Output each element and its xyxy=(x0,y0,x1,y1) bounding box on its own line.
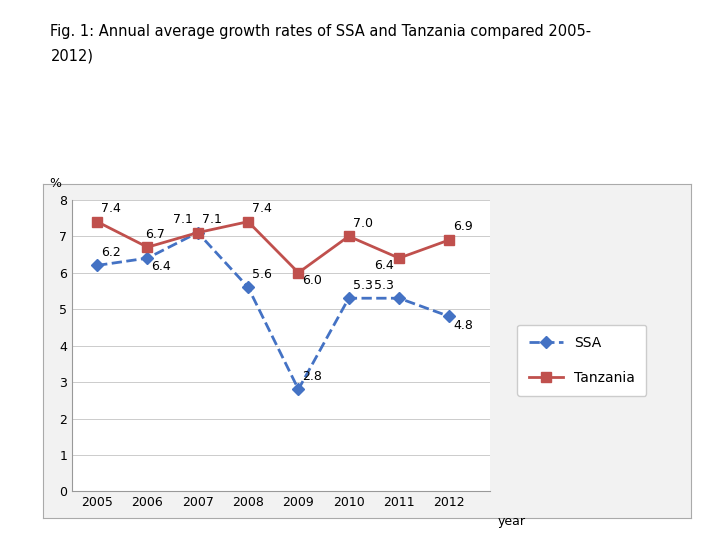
Text: 6.0: 6.0 xyxy=(302,274,323,287)
Text: 2.8: 2.8 xyxy=(302,370,323,383)
Text: 6.9: 6.9 xyxy=(454,220,473,233)
SSA xyxy=(445,313,454,320)
Text: year: year xyxy=(498,515,526,528)
Text: 7.1: 7.1 xyxy=(173,213,192,226)
SSA xyxy=(143,255,152,261)
SSA xyxy=(244,284,253,291)
Text: 6.4: 6.4 xyxy=(374,259,394,272)
Text: 7.1: 7.1 xyxy=(202,213,222,226)
Tanzania xyxy=(143,244,152,251)
Text: Fig. 1: Annual average growth rates of SSA and Tanzania compared 2005-: Fig. 1: Annual average growth rates of S… xyxy=(50,24,592,39)
SSA xyxy=(93,262,102,269)
Text: 4.8: 4.8 xyxy=(454,319,473,332)
Text: 5.3: 5.3 xyxy=(353,279,373,292)
Line: Tanzania: Tanzania xyxy=(92,217,454,278)
Text: 2012): 2012) xyxy=(50,49,94,64)
Text: 6.4: 6.4 xyxy=(151,260,171,273)
Tanzania xyxy=(93,218,102,225)
Tanzania xyxy=(294,269,302,276)
SSA xyxy=(395,295,403,301)
Legend: SSA, Tanzania: SSA, Tanzania xyxy=(518,325,647,396)
Tanzania xyxy=(194,230,202,236)
SSA xyxy=(194,230,202,236)
Text: 5.3: 5.3 xyxy=(374,279,394,292)
Tanzania xyxy=(395,255,403,261)
Text: 6.2: 6.2 xyxy=(102,246,121,259)
Tanzania xyxy=(244,218,253,225)
Text: 5.6: 5.6 xyxy=(252,268,272,281)
Text: 7.0: 7.0 xyxy=(353,217,373,230)
Text: 7.4: 7.4 xyxy=(252,202,272,215)
Line: SSA: SSA xyxy=(93,228,454,394)
SSA xyxy=(294,386,302,393)
Text: %: % xyxy=(49,177,61,190)
Text: 6.7: 6.7 xyxy=(145,228,165,241)
Text: 7.4: 7.4 xyxy=(102,202,121,215)
SSA xyxy=(344,295,353,301)
Tanzania xyxy=(445,237,454,243)
Tanzania xyxy=(344,233,353,240)
